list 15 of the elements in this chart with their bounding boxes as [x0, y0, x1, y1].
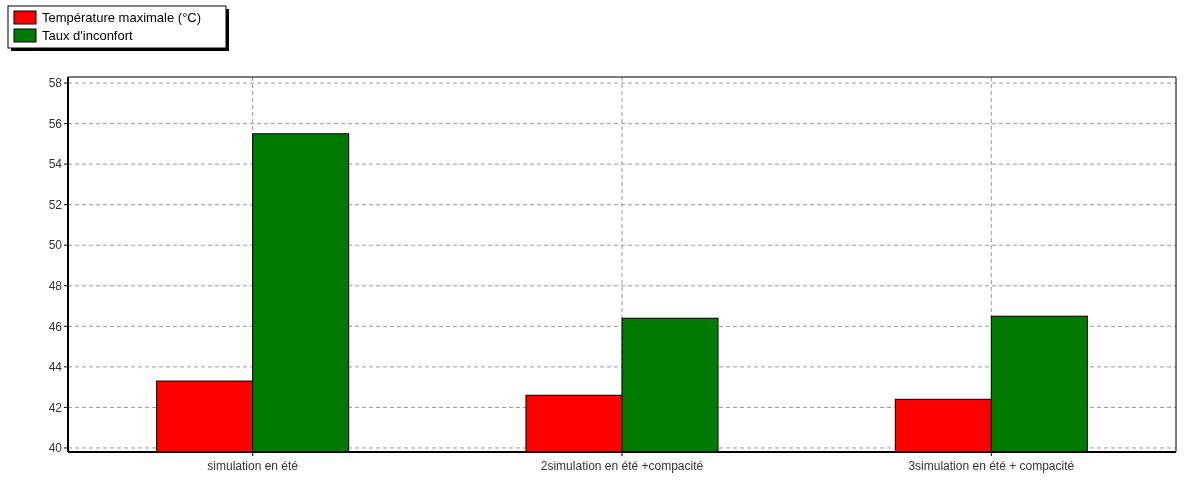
y-tick-label: 40: [48, 441, 63, 456]
y-tick-label: 46: [48, 319, 63, 334]
x-tick-label: simulation en été: [207, 459, 299, 473]
y-tick-label: 42: [48, 400, 63, 415]
y-tick-label: 52: [48, 197, 63, 212]
legend-label: Température maximale (°C): [42, 10, 202, 25]
x-tick-label: 3simulation en été + compacité: [908, 459, 1075, 473]
x-tick-label: 2simulation en été +compacité: [540, 459, 704, 473]
y-tick-label: 50: [48, 238, 63, 253]
legend-label: Taux d'inconfort: [42, 28, 134, 43]
y-tick-label: 44: [48, 360, 63, 375]
y-tick-label: 48: [48, 278, 63, 293]
y-tick-label: 56: [48, 116, 63, 131]
y-tick-label: 54: [48, 157, 63, 172]
y-tick-label: 58: [48, 76, 63, 91]
